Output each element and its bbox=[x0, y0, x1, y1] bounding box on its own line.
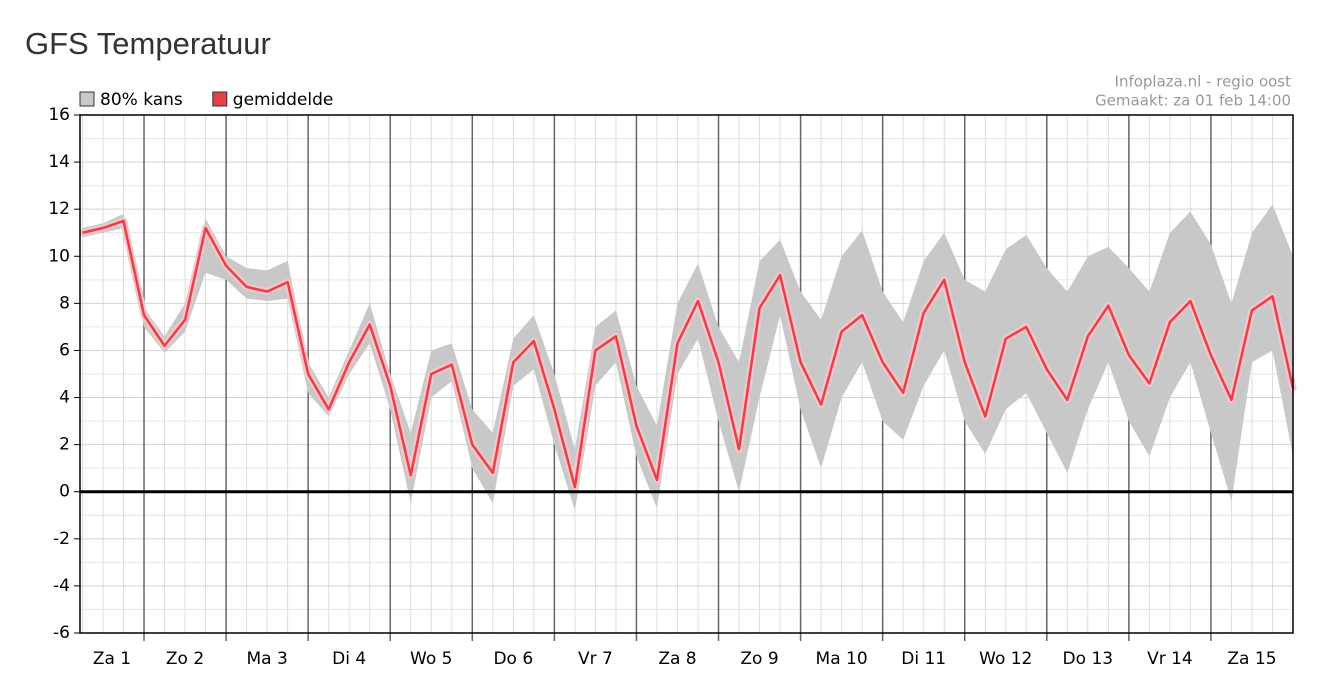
x-tick-label: Wo 5 bbox=[410, 649, 452, 669]
chart-title: GFS Temperatuur bbox=[25, 26, 271, 61]
x-tick-label: Ma 10 bbox=[816, 649, 868, 669]
y-tick-label: 2 bbox=[59, 435, 70, 455]
x-tick-label: Vr 7 bbox=[578, 649, 613, 669]
legend-swatch bbox=[79, 91, 95, 107]
y-tick-label: 12 bbox=[48, 199, 70, 219]
plot-frame bbox=[79, 114, 1294, 634]
x-tick-label: Wo 12 bbox=[979, 649, 1032, 669]
x-tick-label: Vr 14 bbox=[1147, 649, 1193, 669]
y-tick-label: 4 bbox=[59, 388, 70, 408]
y-tick-label: -4 bbox=[53, 576, 70, 596]
y-tick-label: -2 bbox=[53, 529, 70, 549]
legend-label: gemiddelde bbox=[233, 90, 334, 110]
x-tick-label: Za 1 bbox=[93, 649, 131, 669]
x-tick-label: Zo 9 bbox=[740, 649, 778, 669]
x-tick-label: Za 15 bbox=[1227, 649, 1276, 669]
legend-swatch bbox=[212, 91, 228, 107]
x-tick-label: Do 6 bbox=[493, 649, 533, 669]
y-tick-label: 6 bbox=[59, 340, 70, 360]
band-area bbox=[82, 204, 1293, 511]
made-date: Gemaakt: za 01 feb 14:00 bbox=[1095, 92, 1291, 110]
x-tick-label: Do 13 bbox=[1063, 649, 1114, 669]
legend-label: 80% kans bbox=[100, 90, 183, 110]
x-tick-label: Di 11 bbox=[901, 649, 946, 669]
y-tick-label: 10 bbox=[48, 246, 70, 266]
source: Infoplaza.nl - regio oost bbox=[1115, 73, 1292, 91]
y-tick-label: -6 bbox=[53, 623, 70, 643]
x-tick-label: Za 8 bbox=[658, 649, 696, 669]
line bbox=[82, 219, 1295, 489]
x-tick-label: Zo 2 bbox=[166, 649, 204, 669]
y-tick-label: 16 bbox=[48, 105, 70, 125]
x-tick-label: Di 4 bbox=[332, 649, 366, 669]
y-tick-label: 0 bbox=[59, 482, 70, 502]
x-tick-label: Ma 3 bbox=[246, 649, 287, 669]
y-tick-label: 14 bbox=[48, 152, 70, 172]
y-tick-label: 8 bbox=[59, 293, 70, 313]
